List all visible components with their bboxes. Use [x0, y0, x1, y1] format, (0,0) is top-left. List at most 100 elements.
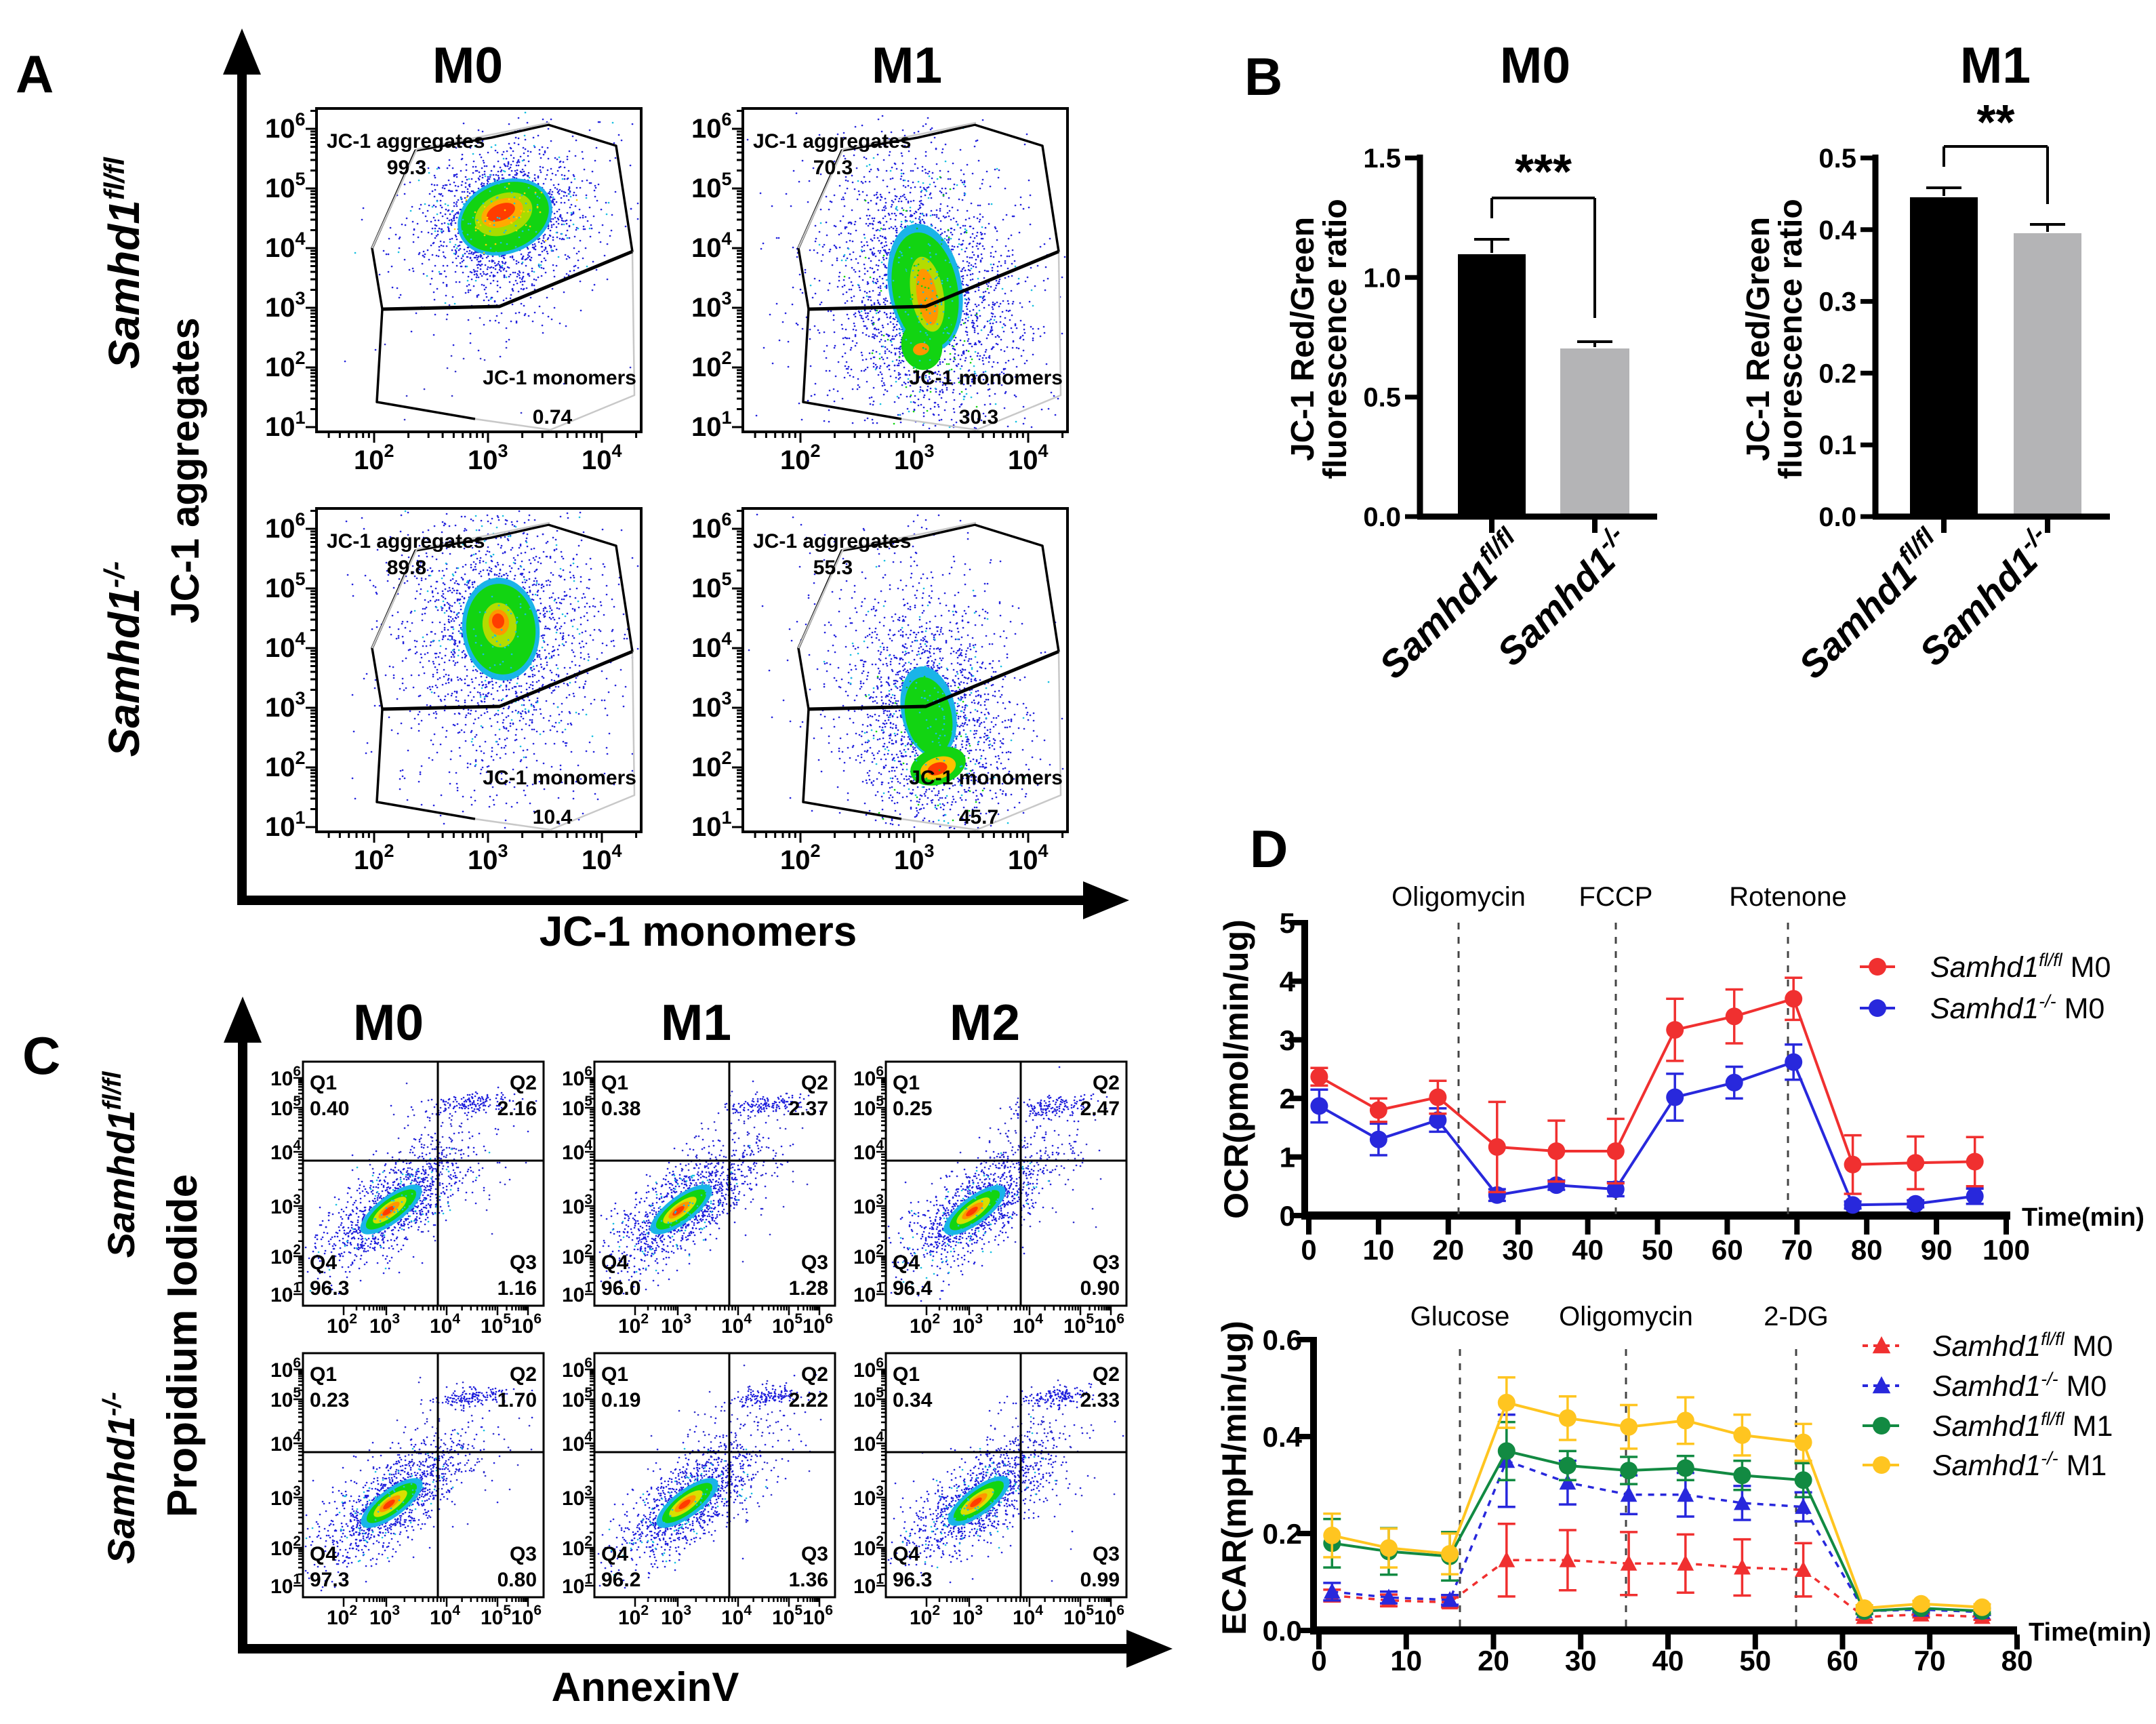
svg-text:Q2: Q2 [510, 1363, 537, 1386]
svg-text:1.70: 1.70 [497, 1389, 537, 1411]
svg-text:JC-1 Red/Green: JC-1 Red/Green [1285, 217, 1321, 461]
svg-text:80: 80 [2001, 1645, 2033, 1677]
svg-text:0.6: 0.6 [1263, 1324, 1302, 1356]
svg-text:105: 105 [265, 169, 306, 203]
svg-text:3: 3 [1280, 1024, 1295, 1056]
svg-text:Q2: Q2 [1093, 1363, 1120, 1386]
svg-text:M1: M1 [661, 994, 731, 1051]
svg-text:Q1: Q1 [893, 1363, 920, 1386]
svg-text:0: 0 [1280, 1200, 1295, 1232]
svg-text:0.40: 0.40 [310, 1098, 349, 1120]
svg-text:105: 105 [270, 1385, 301, 1411]
svg-text:M0: M0 [432, 37, 503, 94]
svg-text:***: *** [1515, 145, 1572, 199]
svg-text:JC-1 monomers: JC-1 monomers [483, 767, 636, 789]
svg-text:Samhd1fl/fl M0: Samhd1fl/fl M0 [1932, 1329, 2113, 1363]
svg-text:1.28: 1.28 [789, 1277, 828, 1300]
svg-text:104: 104 [265, 628, 306, 663]
svg-text:JC-1 monomers: JC-1 monomers [909, 367, 1063, 389]
svg-text:20: 20 [1432, 1234, 1464, 1266]
svg-text:96.2: 96.2 [601, 1569, 640, 1591]
svg-text:Rotenone: Rotenone [1729, 882, 1846, 912]
svg-text:0.38: 0.38 [601, 1098, 640, 1120]
svg-text:Samhd1-/- M0: Samhd1-/- M0 [1930, 991, 2104, 1025]
svg-text:104: 104 [562, 1429, 592, 1456]
svg-text:2.22: 2.22 [789, 1389, 828, 1411]
svg-text:99.3: 99.3 [387, 157, 426, 179]
svg-text:0.3: 0.3 [1818, 287, 1856, 317]
svg-text:70: 70 [1781, 1234, 1813, 1266]
svg-text:Q1: Q1 [601, 1363, 628, 1386]
svg-text:104: 104 [1013, 1603, 1043, 1629]
svg-text:80: 80 [1851, 1234, 1883, 1266]
svg-text:0.0: 0.0 [1818, 502, 1856, 532]
svg-text:D: D [1250, 819, 1288, 879]
svg-text:0.25: 0.25 [893, 1098, 932, 1120]
svg-text:Q3: Q3 [801, 1543, 828, 1565]
svg-text:101: 101 [265, 807, 306, 842]
svg-text:B: B [1244, 47, 1282, 106]
svg-text:0.99: 0.99 [1080, 1569, 1120, 1591]
svg-text:Q1: Q1 [310, 1363, 337, 1386]
svg-text:70: 70 [1914, 1645, 1946, 1677]
svg-text:M1: M1 [1960, 37, 2031, 94]
svg-text:Samhd1-/-: Samhd1-/- [98, 561, 148, 757]
svg-text:96.4: 96.4 [893, 1277, 933, 1300]
svg-text:M2: M2 [950, 994, 1020, 1051]
svg-text:Q4: Q4 [601, 1543, 628, 1565]
svg-text:2-DG: 2-DG [1764, 1302, 1829, 1331]
svg-text:JC-1 aggregates: JC-1 aggregates [753, 130, 911, 153]
svg-text:102: 102 [780, 441, 821, 475]
svg-text:2.47: 2.47 [1080, 1098, 1120, 1120]
svg-text:106: 106 [853, 1064, 884, 1090]
svg-text:Q1: Q1 [310, 1072, 337, 1094]
svg-text:0.74: 0.74 [533, 406, 573, 428]
svg-text:30.3: 30.3 [959, 406, 998, 428]
svg-text:Propidium Iodide: Propidium Iodide [159, 1174, 206, 1517]
svg-text:OCR(pmol/min/ug): OCR(pmol/min/ug) [1217, 919, 1255, 1219]
svg-text:106: 106 [691, 509, 732, 544]
svg-text:102: 102 [691, 748, 732, 782]
svg-text:JC-1 aggregates: JC-1 aggregates [753, 530, 911, 553]
svg-text:96.0: 96.0 [601, 1277, 640, 1300]
svg-text:0.0: 0.0 [1263, 1615, 1302, 1647]
svg-text:**: ** [1976, 96, 2014, 150]
svg-text:105: 105 [853, 1094, 884, 1120]
svg-text:102: 102 [354, 441, 394, 475]
svg-text:A: A [16, 44, 54, 104]
svg-text:Glucose: Glucose [1410, 1302, 1510, 1331]
svg-text:55.3: 55.3 [813, 557, 853, 579]
svg-text:JC-1 monomers: JC-1 monomers [483, 367, 636, 389]
svg-text:96.3: 96.3 [310, 1277, 349, 1300]
svg-text:0.34: 0.34 [893, 1389, 933, 1411]
svg-text:Oligomycin: Oligomycin [1391, 882, 1526, 912]
svg-text:89.8: 89.8 [387, 557, 426, 579]
svg-text:4: 4 [1280, 965, 1296, 997]
svg-text:Q4: Q4 [310, 1543, 337, 1565]
svg-text:10.4: 10.4 [533, 806, 573, 828]
svg-text:Q2: Q2 [1093, 1072, 1120, 1094]
svg-text:10: 10 [1390, 1645, 1422, 1677]
svg-text:Time(min): Time(min) [2022, 1203, 2144, 1232]
svg-text:1.5: 1.5 [1363, 144, 1401, 174]
svg-text:104: 104 [430, 1311, 460, 1338]
svg-text:50: 50 [1739, 1645, 1771, 1677]
svg-text:Q1: Q1 [893, 1072, 920, 1094]
svg-text:ECAR(mpH/min/ug): ECAR(mpH/min/ug) [1215, 1321, 1253, 1635]
svg-text:Q2: Q2 [801, 1072, 828, 1094]
svg-text:105: 105 [1063, 1603, 1094, 1629]
svg-text:0.5: 0.5 [1363, 383, 1401, 413]
svg-text:60: 60 [1827, 1645, 1858, 1677]
svg-text:1.36: 1.36 [789, 1569, 828, 1591]
svg-text:Samhd1-/- M1: Samhd1-/- M1 [1932, 1448, 2107, 1482]
svg-text:Samhd1fl/fl M1: Samhd1fl/fl M1 [1932, 1409, 2113, 1443]
svg-text:0.4: 0.4 [1263, 1421, 1303, 1453]
svg-text:Q2: Q2 [801, 1363, 828, 1386]
svg-text:102: 102 [618, 1603, 649, 1629]
svg-text:JC-1 monomers: JC-1 monomers [909, 767, 1063, 789]
svg-text:fluorescence ratio: fluorescence ratio [1318, 199, 1354, 479]
svg-text:2.33: 2.33 [1080, 1389, 1120, 1411]
svg-text:40: 40 [1652, 1645, 1684, 1677]
svg-text:Samhd1-/- M0: Samhd1-/- M0 [1932, 1369, 2107, 1403]
svg-text:Time(min): Time(min) [2029, 1618, 2151, 1647]
